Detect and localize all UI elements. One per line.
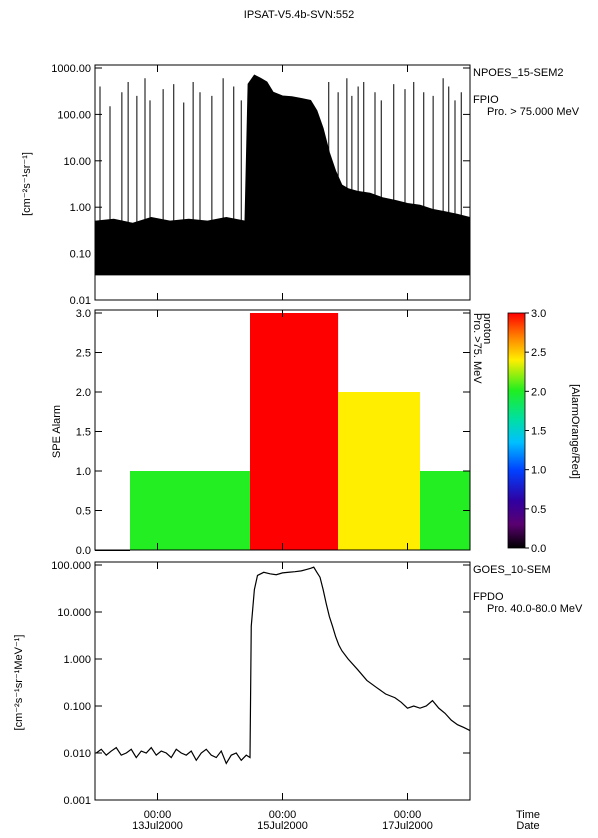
panel-frame [94,561,471,801]
y-tick-label: 0.100 [63,701,91,713]
x-tick-label: 00:00 17Jul2000 [382,809,433,832]
y-axis-label: [cm⁻²s⁻¹sr⁻¹] [21,152,33,216]
x-tick-label: 00:00 15Jul2000 [257,809,308,832]
colorbar-tick-label: 2.0 [531,386,546,398]
alarm-bar [420,471,470,550]
y-tick-label: 0.01 [70,295,91,307]
y-tick-label: 10.000 [57,607,91,619]
y-tick-label: 0.010 [63,748,91,760]
colorbar-tick-label: 3.0 [531,308,546,320]
y-tick-label: 2.0 [76,387,91,399]
y-tick-label: 0.001 [63,795,91,807]
panel-label: NPOES_15-SEM2 [473,67,563,79]
y-axis-label: SPE Alarm [51,405,63,458]
x-tick-label: 00:00 13Jul2000 [132,809,183,832]
y-tick-label: 0.10 [70,249,91,261]
y-tick-label: 10.00 [63,156,91,168]
y-tick-label: 100.00 [57,109,91,121]
panel-label: FPIO [473,94,499,106]
panel-label: Pro. >75. MeV [471,313,483,384]
alarm-bar [250,313,339,550]
colorbar-tick-label: 0.0 [531,543,546,555]
panel-label: Pro. > 75.000 MeV [487,106,580,118]
y-tick-label: 2.5 [76,348,91,360]
flux-area [94,74,471,276]
x-axis-label: Time Date [515,809,541,832]
colorbar-tick-label: 1.0 [531,465,546,477]
alarm-bar [130,471,250,550]
flux-line [95,566,471,765]
chart-title: IPSAT-V5.4b-SVN:552 [244,9,354,21]
y-tick-label: 0.0 [76,545,91,557]
y-tick-label: 1.000 [63,654,91,666]
colorbar-label: [AlarmOrange/Red] [569,384,581,479]
y-tick-label: 3.0 [76,308,91,320]
y-tick-label: 100.000 [51,560,91,572]
colorbar-tick-label: 0.5 [531,504,546,516]
panel-label: Pro. 40.0-80.0 MeV [487,603,583,615]
y-tick-label: 1000.00 [51,63,91,75]
panel-label: FPDO [473,591,504,603]
y-tick-label: 0.5 [76,506,91,518]
colorbar [507,312,526,549]
y-axis-label: [cm⁻²s⁻¹sr⁻¹MeV⁻¹] [13,635,25,731]
colorbar-tick-label: 2.5 [531,347,546,359]
colorbar-tick-label: 1.5 [531,426,546,438]
y-tick-label: 1.5 [76,427,91,439]
y-tick-label: 1.0 [76,466,91,478]
panel-label: proton [481,313,493,344]
y-tick-label: 1.00 [70,202,91,214]
panel-label: GOES_10-SEM [473,564,551,576]
alarm-bar [338,392,420,550]
